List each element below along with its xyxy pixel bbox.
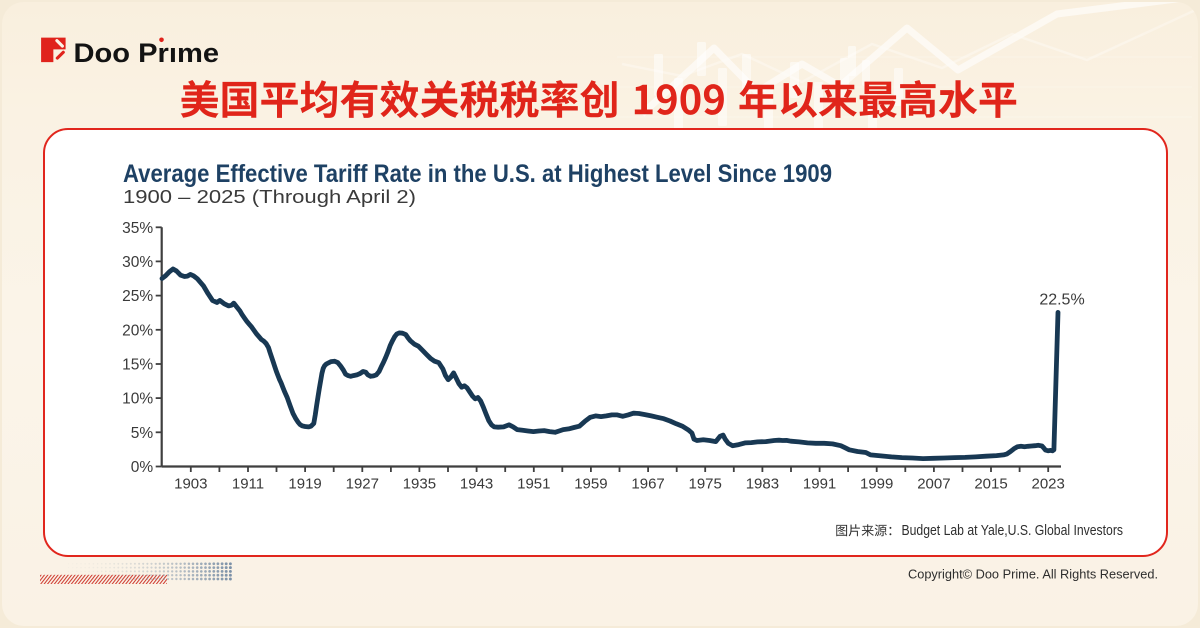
svg-text:1911: 1911 [232,476,264,493]
svg-text:1943: 1943 [460,476,493,493]
svg-text:22.5%: 22.5% [1039,292,1084,309]
svg-text:35%: 35% [122,220,153,237]
svg-text:Budget Lab at Yale,U.S. Global: Budget Lab at Yale,U.S. Global Investors [902,522,1124,539]
svg-text:1951: 1951 [517,476,550,493]
svg-text:Copyright© Doo Prime. All Righ: Copyright© Doo Prime. All Rights Reserve… [908,567,1158,582]
svg-text:1927: 1927 [346,476,379,493]
svg-text:1967: 1967 [631,476,664,493]
svg-text:2015: 2015 [974,476,1007,493]
svg-text:30%: 30% [122,254,153,271]
svg-text:1983: 1983 [746,476,779,493]
svg-text:5%: 5% [131,425,154,442]
svg-text:2007: 2007 [917,476,950,493]
svg-text:10%: 10% [122,391,153,408]
svg-text:Doo Prıme: Doo Prıme [74,38,220,68]
svg-text:1959: 1959 [574,476,607,493]
svg-text:1900 – 2025 (Through April 2): 1900 – 2025 (Through April 2) [123,187,416,207]
svg-text:2023: 2023 [1032,476,1065,493]
svg-text:Average Effective Tariff Rate: Average Effective Tariff Rate in the U.S… [123,160,832,188]
svg-text:1991: 1991 [803,476,836,493]
svg-text:1935: 1935 [403,476,436,493]
svg-text:20%: 20% [122,322,153,339]
svg-text:0%: 0% [131,459,154,476]
svg-text:1975: 1975 [689,476,722,493]
svg-text:1903: 1903 [174,476,207,493]
svg-text:1919: 1919 [288,476,321,493]
svg-text:25%: 25% [122,288,153,305]
svg-text:15%: 15% [122,357,153,374]
svg-text:1999: 1999 [860,476,893,493]
